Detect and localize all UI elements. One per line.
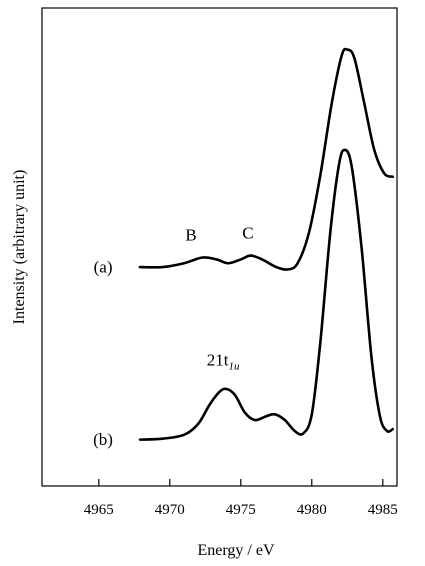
plot-frame [41,7,398,487]
x-axis-tick-labels: 4965 4970 4975 4980 4985 [84,502,398,518]
y-axis-label: Intensity (arbitrary unit) [11,170,28,325]
annotation-2: (a) [94,257,113,276]
x-axis-label: Energy / eV [197,542,274,559]
peak-annotations: B C (a) (b) [93,223,253,448]
spectrum-line-a [138,47,395,271]
x-tick-label-4975: 4975 [226,502,256,518]
annotation-21t1u-sub: 1u [228,361,240,373]
x-axis-ticks [98,479,384,486]
x-tick-label-4985: 4985 [368,502,398,518]
spectrum-line-b [138,148,395,441]
annotation-0: B [185,225,196,244]
annotation-21t1u-main: 21t [207,351,229,370]
spectrum-curves [138,47,395,441]
annotation-21t1u: 21t1u [207,351,240,373]
annotation-3: (b) [93,430,113,449]
x-tick-label-4970: 4970 [155,502,185,518]
annotation-1: C [242,223,253,242]
x-tick-label-4980: 4980 [297,502,327,518]
x-tick-label-4965: 4965 [84,502,114,518]
